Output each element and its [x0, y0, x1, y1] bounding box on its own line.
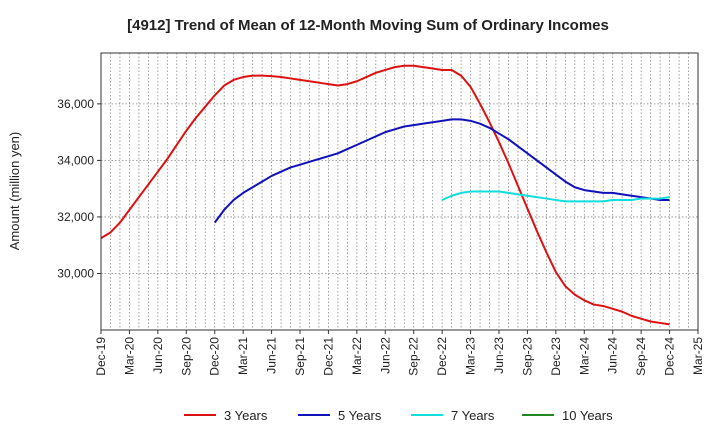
x-tick-label: Dec-21 — [321, 337, 335, 376]
x-tick-label: Sep-21 — [293, 337, 307, 376]
x-tick-label: Sep-23 — [520, 337, 534, 376]
x-tick-label: Dec-22 — [435, 337, 449, 376]
legend-label: 7 Years — [451, 408, 495, 423]
x-tick-label: Mar-20 — [122, 337, 136, 375]
series-line-7-years — [441, 190, 670, 203]
x-tick-label: Dec-20 — [208, 337, 222, 376]
legend: 3 Years 5 Years 7 Years 10 Years — [184, 408, 613, 423]
x-tick-label: Dec-24 — [663, 337, 677, 376]
legend-label: 5 Years — [338, 408, 382, 423]
chart-title: [4912] Trend of Mean of 12-Month Moving … — [127, 17, 609, 34]
x-tick-label: Jun-24 — [606, 337, 620, 374]
series-line-5-years — [213, 118, 670, 224]
x-tick-label: Jun-22 — [378, 337, 392, 374]
grid-layer — [101, 53, 698, 330]
y-tick-label: 30,000 — [57, 266, 94, 280]
plot-frame — [100, 52, 699, 331]
x-tick-label: Mar-23 — [464, 337, 478, 375]
x-tick-label: Sep-22 — [407, 337, 421, 376]
y-axis-label: Amount (million yen) — [7, 132, 22, 251]
y-tick-label: 34,000 — [57, 153, 94, 167]
x-ticks: Dec-19 Mar-20 Jun-20 Sep-20 Dec-20 Mar-21 Jun-… — [94, 330, 705, 376]
x-tick-label: Sep-24 — [634, 337, 648, 376]
x-tick-label: Mar-25 — [691, 337, 705, 375]
x-tick-label: Mar-22 — [350, 337, 364, 375]
legend-label: 3 Years — [224, 408, 268, 423]
x-tick-label: Dec-19 — [94, 337, 108, 376]
x-tick-label: Jun-20 — [151, 337, 165, 374]
legend-label: 10 Years — [562, 408, 613, 423]
y-ticks: 30,000 32,000 34,000 36,000 — [57, 97, 101, 280]
y-tick-label: 36,000 — [57, 97, 94, 111]
x-tick-label: Jun-23 — [492, 337, 506, 374]
series-line-3-years — [100, 64, 670, 326]
x-tick-label: Sep-20 — [179, 337, 193, 376]
series-layer — [100, 64, 670, 326]
x-tick-label: Mar-24 — [577, 337, 591, 375]
x-tick-label: Dec-23 — [549, 337, 563, 376]
x-tick-label: Mar-21 — [236, 337, 250, 375]
x-tick-label: Jun-21 — [265, 337, 279, 374]
y-tick-label: 32,000 — [57, 210, 94, 224]
